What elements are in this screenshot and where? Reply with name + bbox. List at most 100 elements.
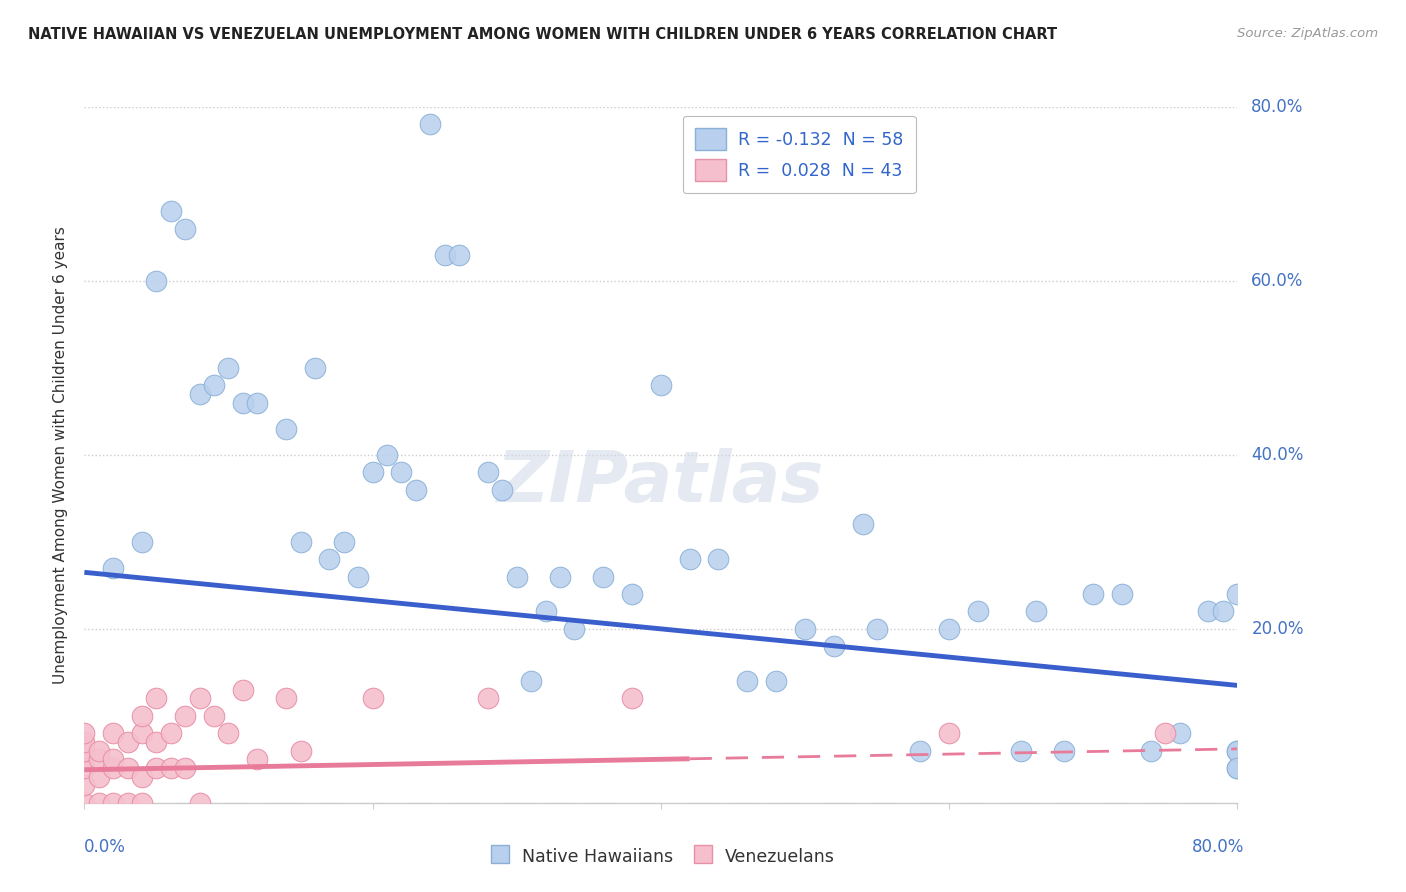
Point (232, 682, 254, 697)
Point (304, 360, 326, 375)
Point (131, 708, 153, 723)
Point (491, 483, 513, 497)
Point (87, 770, 110, 784)
Point (866, 622, 889, 636)
Point (145, 691, 167, 706)
Point (1197, 605, 1219, 619)
Point (117, 761, 139, 775)
Point (1111, 587, 1133, 601)
Point (548, 570, 571, 584)
Point (246, 752, 269, 766)
Point (73, 796, 96, 810)
Point (967, 605, 990, 619)
Point (1010, 744, 1032, 758)
Text: 0.0%: 0.0% (84, 838, 127, 856)
Text: 40.0%: 40.0% (1251, 446, 1303, 464)
Point (938, 622, 960, 636)
Point (1212, 605, 1234, 619)
Point (506, 570, 529, 584)
Point (361, 691, 384, 706)
Point (217, 726, 239, 740)
Point (433, 248, 456, 262)
Point (793, 622, 815, 636)
Point (290, 744, 312, 758)
Point (73, 778, 96, 792)
Point (1226, 744, 1249, 758)
Point (174, 708, 197, 723)
Point (73, 752, 96, 766)
Point (87, 796, 110, 810)
Point (707, 552, 730, 566)
Point (188, 796, 211, 810)
Legend: Native Hawaiians, Venezuelans: Native Hawaiians, Venezuelans (479, 839, 842, 874)
Point (477, 466, 499, 480)
Point (274, 691, 298, 706)
Point (447, 248, 470, 262)
Point (765, 674, 787, 689)
Point (419, 117, 441, 131)
Point (405, 483, 427, 497)
Point (347, 570, 370, 584)
Point (160, 726, 183, 740)
Point (160, 204, 183, 219)
Point (87, 752, 110, 766)
Point (103, 561, 124, 575)
Point (274, 422, 298, 436)
Point (131, 534, 153, 549)
Point (73, 744, 96, 758)
Point (908, 744, 931, 758)
Point (103, 752, 124, 766)
Text: ZIPatlas: ZIPatlas (498, 449, 824, 517)
Point (290, 534, 312, 549)
Point (318, 552, 340, 566)
Point (1139, 744, 1161, 758)
Point (117, 796, 139, 810)
Point (938, 726, 960, 740)
Point (823, 639, 845, 653)
Point (361, 466, 384, 480)
Point (852, 517, 875, 532)
Text: 80.0%: 80.0% (1192, 838, 1244, 856)
Point (621, 587, 644, 601)
Point (1226, 587, 1249, 601)
Point (1226, 761, 1249, 775)
Point (202, 378, 225, 392)
Point (160, 761, 183, 775)
Point (592, 570, 614, 584)
Point (188, 691, 211, 706)
Text: Source: ZipAtlas.com: Source: ZipAtlas.com (1237, 27, 1378, 40)
Point (621, 691, 644, 706)
Point (1081, 587, 1104, 601)
Point (477, 691, 499, 706)
Point (73, 744, 96, 758)
Text: 80.0%: 80.0% (1251, 98, 1303, 116)
Point (131, 726, 153, 740)
Point (1226, 761, 1249, 775)
Point (103, 726, 124, 740)
Point (73, 726, 96, 740)
Text: 20.0%: 20.0% (1251, 620, 1303, 638)
Point (232, 396, 254, 410)
Point (562, 622, 586, 636)
Point (246, 396, 269, 410)
Point (103, 796, 124, 810)
Point (131, 796, 153, 810)
Point (145, 274, 167, 288)
Point (534, 605, 557, 619)
Point (73, 761, 96, 775)
Point (217, 360, 239, 375)
Point (375, 448, 398, 462)
Point (650, 378, 672, 392)
Point (1024, 605, 1046, 619)
Point (332, 534, 354, 549)
Point (145, 735, 167, 749)
Point (391, 466, 413, 480)
Point (131, 770, 153, 784)
Point (1168, 726, 1191, 740)
Point (174, 761, 197, 775)
Point (1226, 744, 1249, 758)
Point (188, 387, 211, 401)
Point (1154, 726, 1177, 740)
Point (145, 761, 167, 775)
Point (174, 221, 197, 235)
